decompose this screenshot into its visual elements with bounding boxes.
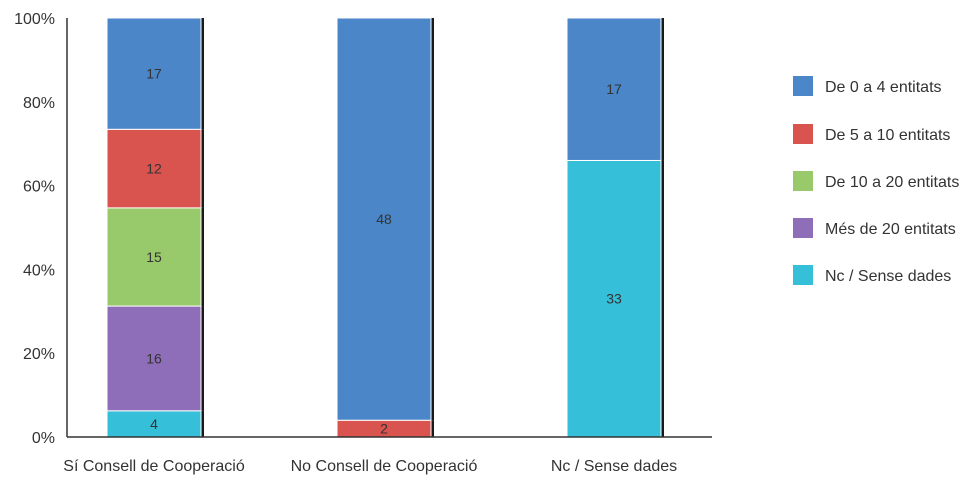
bar-stacks: [106, 17, 664, 438]
legend: De 0 a 4 entitats De 5 a 10 entitats De 10…: [793, 76, 959, 285]
y-axis-ticks: 0% 20% 40% 60% 80% 100%: [14, 11, 55, 447]
data-label: 4: [150, 416, 158, 432]
data-label: 48: [376, 211, 392, 227]
legend-swatch: [793, 124, 813, 144]
legend-label: Nc / Sense dades: [825, 268, 951, 285]
y-tick-label: 80%: [23, 95, 55, 112]
bar-segment: [336, 17, 432, 421]
y-tick-label: 20%: [23, 346, 55, 363]
x-axis-categories: Sí Consell de Cooperació No Consell de Co…: [63, 458, 677, 475]
x-category-label: Sí Consell de Cooperació: [63, 458, 245, 475]
data-label: 2: [380, 421, 388, 437]
y-tick-label: 0%: [32, 430, 55, 447]
data-label: 16: [146, 350, 162, 366]
data-label: 17: [606, 81, 622, 97]
legend-label: Més de 20 entitats: [825, 221, 956, 238]
y-tick-label: 100%: [14, 11, 55, 28]
legend-label: De 5 a 10 entitats: [825, 127, 950, 144]
bar-segment: [106, 17, 202, 130]
x-category-label: No Consell de Cooperació: [291, 458, 478, 475]
data-label: 15: [146, 249, 162, 265]
legend-swatch: [793, 76, 813, 96]
x-category-label: Nc / Sense dades: [551, 458, 677, 475]
data-label: 12: [146, 161, 162, 177]
y-tick-label: 40%: [23, 262, 55, 279]
y-tick-label: 60%: [23, 179, 55, 196]
bar-segment: [106, 305, 202, 412]
bar-segment: [566, 17, 662, 161]
data-label: 33: [606, 291, 622, 307]
bar-segment: [106, 207, 202, 307]
bar-segment: [106, 410, 202, 438]
data-label: 17: [146, 66, 162, 82]
legend-swatch: [793, 218, 813, 238]
legend-label: De 10 a 20 entitats: [825, 174, 959, 191]
legend-swatch: [793, 171, 813, 191]
data-labels: 4 16 15 12 17 2 48 33 17: [146, 66, 622, 437]
legend-swatch: [793, 265, 813, 285]
legend-label: De 0 a 4 entitats: [825, 79, 942, 96]
bar-segment: [566, 159, 662, 438]
